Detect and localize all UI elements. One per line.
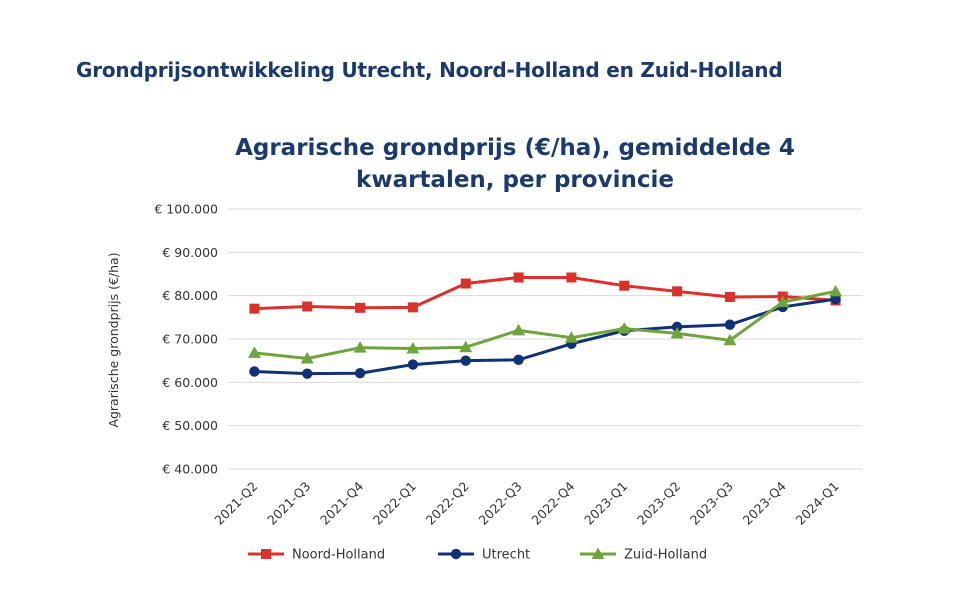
data-point-zuid-holland [617,322,631,334]
data-point-zuid-holland [406,342,420,354]
x-tick-label: 2021-Q3 [264,479,313,528]
legend-marker [450,548,462,560]
x-tick-label: 2022-Q4 [528,478,577,527]
data-point-utrecht [830,293,841,305]
data-point-noord-holland [407,302,418,313]
y-tick-label: € 70.000 [162,332,218,347]
data-point-noord-holland [566,272,577,283]
series-layer [247,272,843,379]
series-line-noord-holland [252,275,838,311]
data-point-zuid-holland [459,340,473,353]
series-line-utrecht [252,297,838,376]
data-point-noord-holland [355,302,366,313]
series-noord-holland [249,272,841,314]
data-point-zuid-holland [247,346,261,358]
data-point-utrecht [407,359,419,370]
data-point-zuid-holland [353,341,367,353]
legend-marker [261,549,271,559]
y-axis-ticks: € 40.000 € 50.000 € 60.000 € 70.000 € 80.000… [154,202,218,477]
data-point-utrecht [671,321,683,333]
data-point-utrecht [460,355,471,366]
data-point-noord-holland [619,280,630,291]
y-axis-label: Agrarische grondprijs (€/ha) [106,252,121,427]
y-tick-label: € 80.000 [162,288,218,303]
legend-label: Noord-Holland [292,548,385,563]
chart-title-line-1: Agrarische grondprijs (€/ha), gemiddelde… [235,135,795,161]
x-tick-label: 2022-Q1 [370,479,419,528]
data-point-noord-holland [513,272,524,283]
chart-title-line-2: kwartalen, per provincie [356,167,674,193]
legend-item-noord-holland: Noord-Holland [248,548,385,563]
data-point-zuid-holland [670,326,684,339]
y-tick-label: € 90.000 [162,245,218,260]
x-tick-label: 2022-Q3 [476,479,525,528]
x-tick-label: 2021-Q2 [211,479,260,528]
page-title: Grondprijsontwikkeling Utrecht, Noord-Ho… [76,58,783,82]
data-point-noord-holland [249,303,260,314]
y-tick-label: € 60.000 [162,375,218,390]
data-point-noord-holland [672,286,683,297]
data-point-utrecht [354,368,366,379]
y-tick-label: € 100.000 [154,202,218,217]
legend-item-utrecht: Utrecht [438,548,530,563]
series-zuid-holland [247,284,843,364]
data-point-utrecht [513,354,524,365]
x-tick-label: 2022-Q2 [423,479,472,528]
x-axis-ticks: 2021-Q2 2021-Q3 2021-Q4 2022-Q1 2022-Q2 2022-… [211,478,841,527]
data-point-zuid-holland [776,295,790,308]
data-point-utrecht [724,319,736,330]
data-point-utrecht [249,366,260,377]
data-point-zuid-holland [512,323,526,336]
data-point-noord-holland [302,301,313,312]
x-tick-label: 2023-Q4 [740,478,789,527]
legend-marker [591,547,605,559]
x-tick-label: 2024-Q1 [793,479,842,528]
data-point-zuid-holland [723,333,737,346]
y-tick-label: € 50.000 [162,418,218,433]
data-point-noord-holland [724,291,735,302]
data-point-zuid-holland [564,331,578,343]
legend-label: Utrecht [482,548,530,563]
data-point-zuid-holland [829,284,843,297]
legend-label: Zuid-Holland [624,548,707,563]
x-tick-label: 2023-Q3 [687,479,736,528]
legend: Noord-Holland Utrecht Zuid-Holland [248,547,707,563]
legend-item-zuid-holland: Zuid-Holland [580,547,707,563]
x-tick-label: 2023-Q1 [581,479,630,528]
gridlines [228,208,862,470]
y-tick-label: € 40.000 [162,462,218,477]
data-point-zuid-holland [300,352,314,364]
chart-title: Agrarische grondprijs (€/ha), gemiddelde… [200,132,830,196]
x-tick-label: 2023-Q2 [634,479,683,528]
data-point-utrecht [302,368,313,379]
series-line-zuid-holland [252,289,838,360]
data-point-noord-holland [460,278,471,289]
x-tick-label: 2021-Q4 [317,478,366,527]
